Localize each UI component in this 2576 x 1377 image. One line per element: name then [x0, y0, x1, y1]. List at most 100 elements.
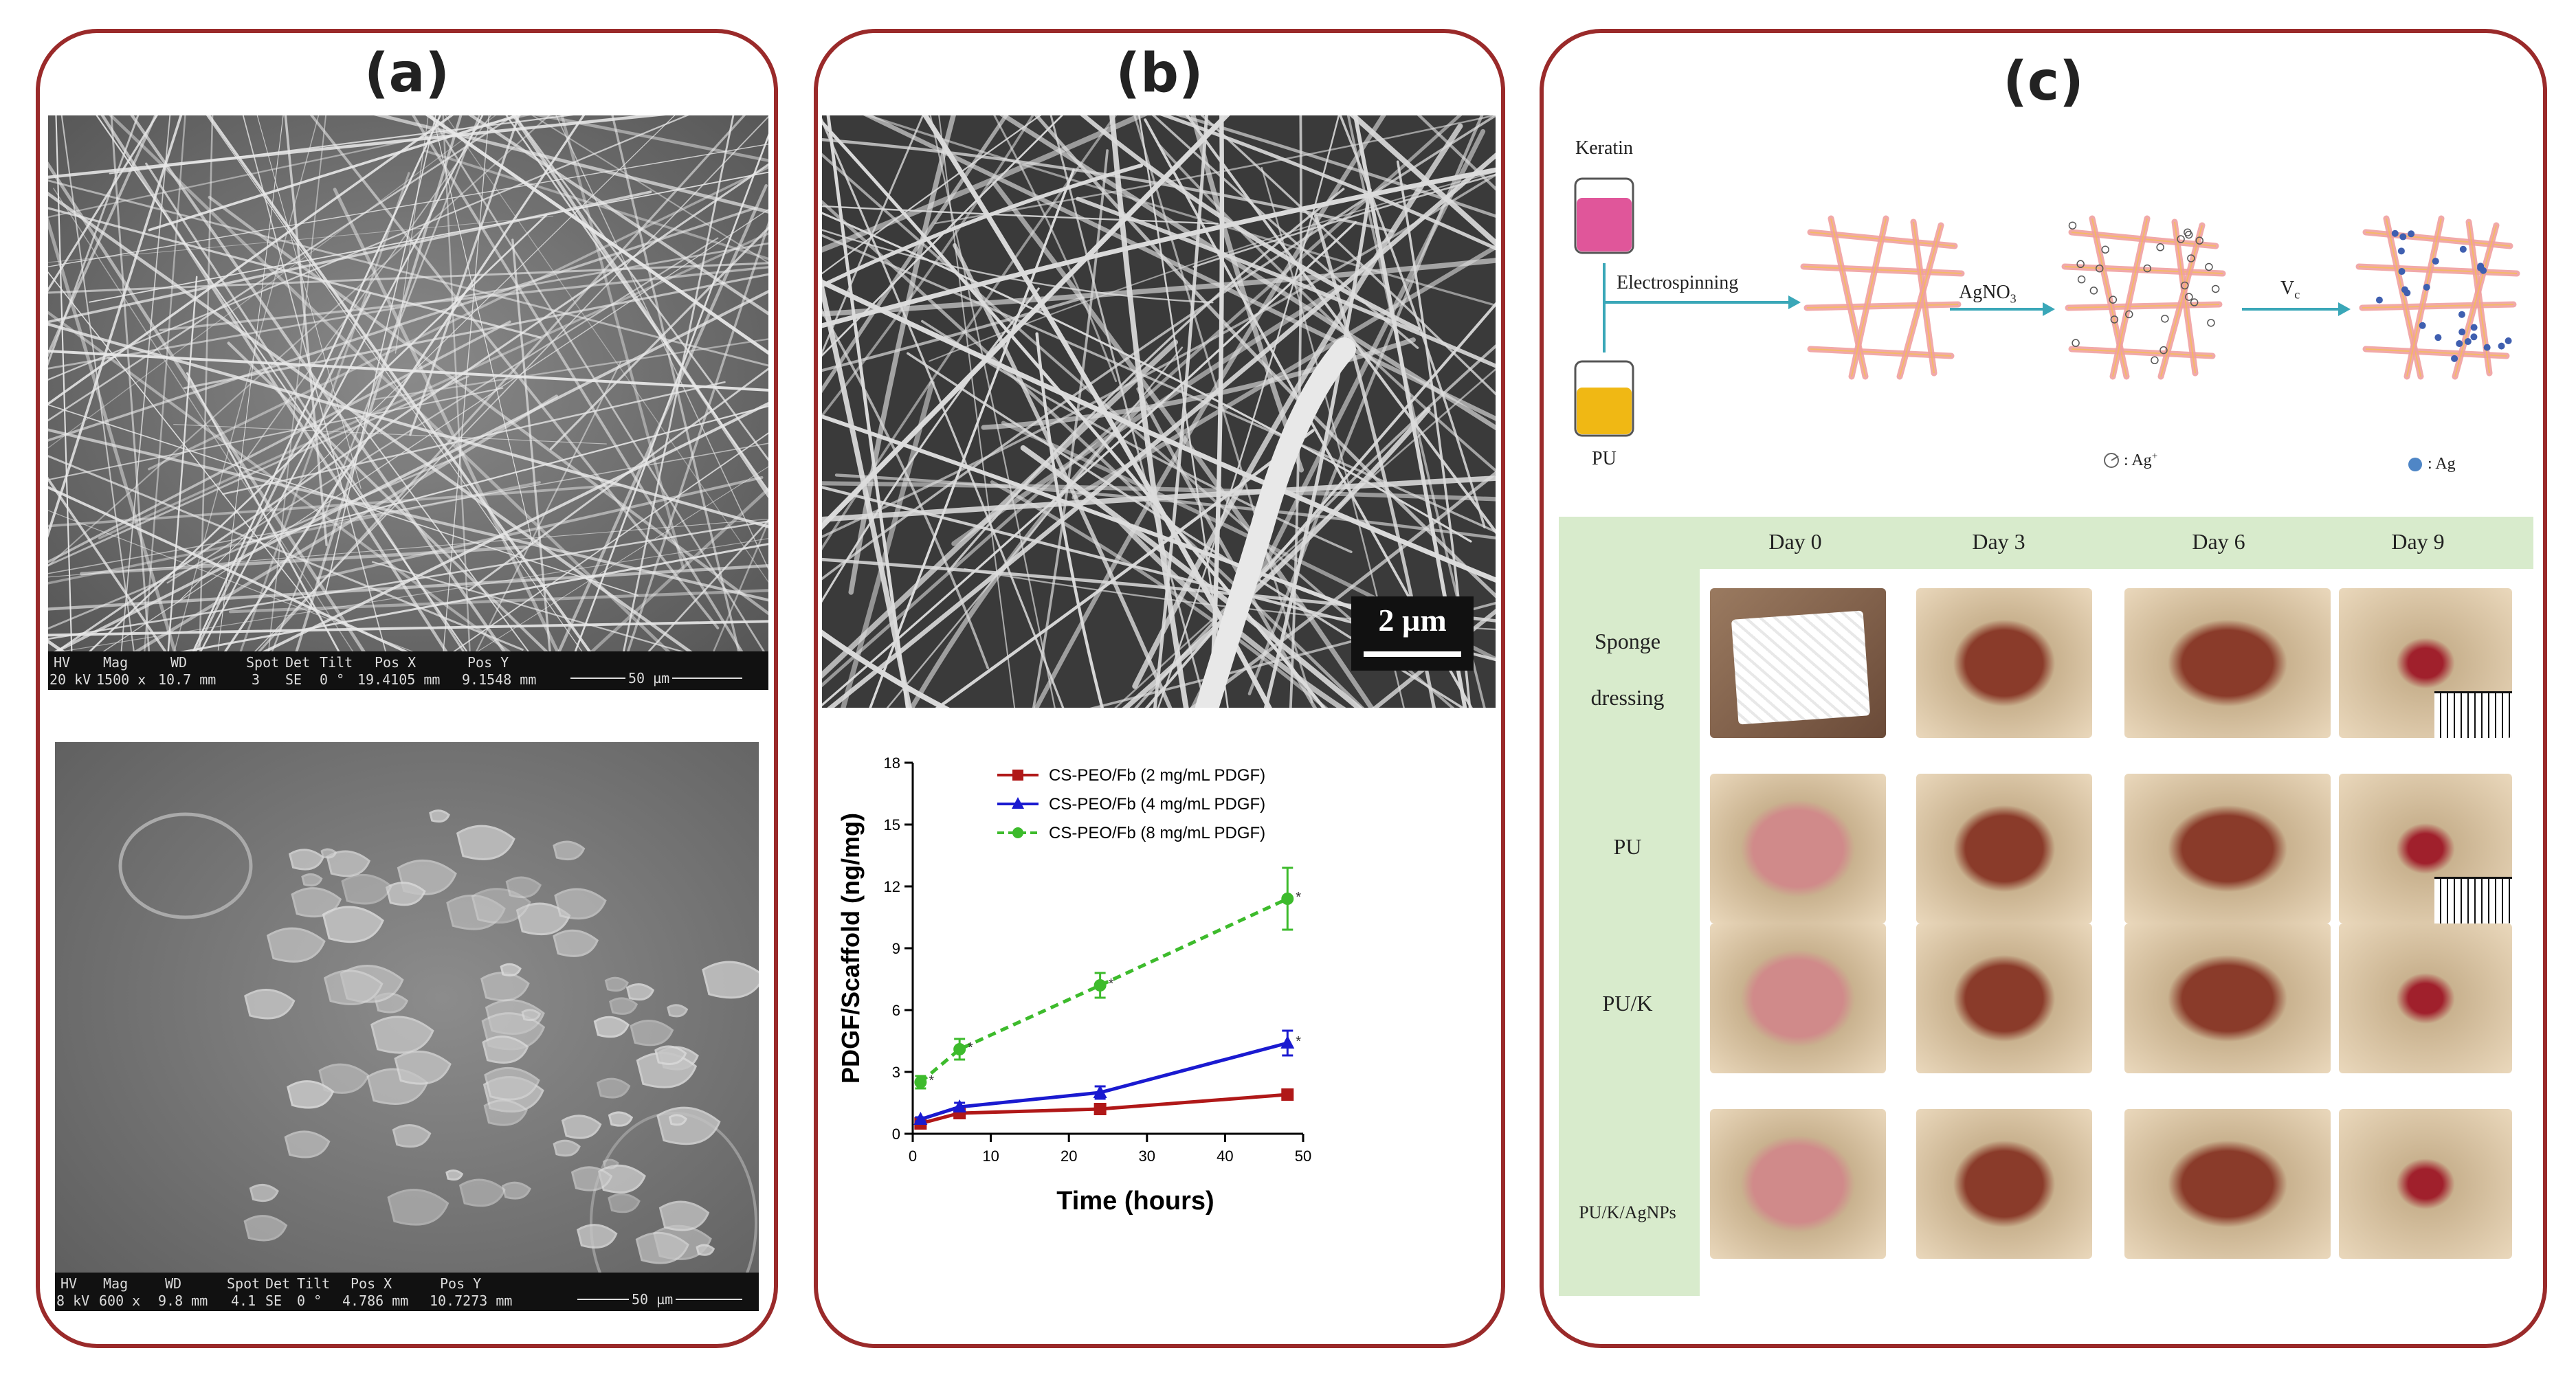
databar-header-det: Det	[285, 654, 311, 671]
significance-star: *	[1296, 1034, 1301, 1049]
fabrication-scheme: Keratin PU Electrospinning AgNO3 Vc : Ag…	[1548, 122, 2538, 486]
row-label-pu: PU	[1613, 834, 1642, 859]
databar-value-spot: 3	[252, 671, 260, 688]
day-header-0: Day 0	[1768, 529, 1822, 554]
wound-photo-sponge-day3	[1916, 588, 2092, 738]
fiber-network-texture	[48, 115, 768, 690]
databar-header-hv: HV	[54, 654, 71, 671]
databar-value-posx: 19.4105 mm	[357, 671, 441, 688]
scale-bar-box: 2 µm	[1351, 596, 1474, 671]
databar-value-wd: 9.8 mm	[158, 1292, 208, 1309]
y-axis-label: PDGF/Scaffold (ng/mg)	[836, 813, 865, 1084]
databar-header-wd: WD	[165, 1275, 182, 1292]
databar-value-mag: 600 x	[99, 1292, 141, 1309]
y-tick-label: 18	[884, 754, 900, 772]
databar-header-posy: Pos Y	[467, 654, 509, 671]
databar-value-tilt: 0 °	[297, 1292, 322, 1309]
ag-ion-legend-text: : Ag	[2124, 451, 2152, 469]
databar-value-posx: 4.786 mm	[342, 1292, 409, 1309]
databar-value-tilt: 0 °	[320, 671, 345, 688]
databar-header-det: Det	[265, 1275, 291, 1292]
chart-legend: CS-PEO/Fb (2 mg/mL PDGF) CS-PEO/Fb (4 mg/…	[997, 766, 1265, 842]
series-3	[914, 866, 1294, 1090]
series-line	[920, 1041, 1288, 1121]
data-point	[1093, 1085, 1107, 1098]
databar-value-posy: 9.1548 mm	[462, 671, 537, 688]
fabrication-scheme-svg	[1574, 177, 2520, 471]
ruler-icon	[2434, 876, 2512, 923]
wound-photo-pu-k-day3	[1916, 923, 2092, 1073]
wound-photo-pu-k-agnps-day9	[2339, 1109, 2512, 1259]
y-tick-label: 12	[884, 878, 900, 895]
agno3-sub: 3	[2010, 291, 2017, 306]
x-tick-label: 30	[1139, 1148, 1155, 1165]
databar-value-hv: 20 kV	[49, 671, 91, 688]
data-point	[1281, 1088, 1294, 1101]
pu-label: PU	[1592, 448, 1617, 469]
databar-header-posx: Pos X	[375, 654, 417, 671]
databar-header-posy: Pos Y	[440, 1275, 482, 1292]
data-point	[1280, 1035, 1295, 1049]
databar-value-spot: 4.1	[231, 1292, 256, 1309]
wound-photo-pu-day3	[1916, 774, 2092, 923]
chart-axes: 0 3 6 9 12 15 18 0 10 20 30 40 50	[884, 754, 1312, 1165]
data-point	[1281, 893, 1294, 905]
row-label-sponge: Sponge dressing	[1559, 613, 1696, 726]
wound-photo-pu-k-day0	[1710, 923, 1886, 1073]
x-tick-label: 10	[982, 1148, 999, 1165]
row-label-sponge-line1: Sponge	[1595, 629, 1661, 653]
wound-photo-pu-day6	[2124, 774, 2331, 923]
cell-surface-texture	[55, 742, 759, 1311]
day-header-6: Day 6	[2192, 529, 2245, 554]
wound-photo-pu-day9	[2339, 774, 2512, 923]
vc-label: Vc	[2280, 278, 2300, 302]
ag-np-legend-label: : Ag	[2428, 455, 2456, 473]
ag-ion-legend-icon	[2104, 453, 2119, 468]
databar-value-det: SE	[285, 671, 302, 688]
databar-header-mag: Mag	[103, 654, 129, 671]
vc-main: V	[2280, 278, 2295, 299]
sem-image-fibers: HV Mag WD Spot Det Tilt Pos X Pos Y 20 k…	[48, 115, 768, 690]
ag-ion-legend-sup: +	[2151, 451, 2158, 462]
x-axis-label: Time (hours)	[1056, 1187, 1214, 1216]
pu-beaker-icon	[1574, 360, 1634, 437]
databar-header-hv: HV	[60, 1275, 78, 1292]
legend-label: CS-PEO/Fb (4 mg/mL PDGF)	[1049, 795, 1265, 814]
y-tick-label: 0	[892, 1126, 900, 1143]
panel-b-label: (b)	[1115, 43, 1203, 104]
series-line	[919, 897, 1289, 1084]
sem-image-nanofibers: 2 µm	[822, 115, 1496, 708]
wound-photo-pu-k-agnps-day0	[1710, 1109, 1886, 1259]
y-tick-label: 9	[892, 940, 900, 957]
legend-marker	[1012, 827, 1023, 838]
panel-c-label: (c)	[2003, 51, 2084, 113]
series-2	[913, 1029, 1295, 1125]
legend-label: CS-PEO/Fb (8 mg/mL PDGF)	[1049, 824, 1265, 842]
wound-photo-sponge-day0	[1710, 588, 1886, 738]
release-chart: 0 3 6 9 12 15 18 0 10 20 30 40 50 Time (hours) PDGF/Sc…	[822, 742, 1496, 1223]
databar-header-posx: Pos X	[351, 1275, 392, 1292]
wound-photo-pu-k-day9	[2339, 923, 2512, 1073]
data-point	[953, 1099, 967, 1112]
data-point	[1093, 1103, 1107, 1115]
row-label-pu-k: PU/K	[1602, 991, 1653, 1016]
wound-photo-pu-k-agnps-day3	[1916, 1109, 2092, 1259]
legend-marker	[1012, 770, 1023, 781]
y-tick-label: 15	[884, 816, 900, 833]
data-point	[953, 1043, 966, 1055]
data-point	[914, 1076, 927, 1088]
day-header-3: Day 3	[1972, 529, 2025, 554]
databar-header-mag: Mag	[103, 1275, 129, 1292]
legend-marker	[1012, 797, 1024, 809]
ag-ion-legend-label: : Ag+	[2124, 451, 2157, 470]
vc-sub: c	[2294, 287, 2300, 302]
x-tick-label: 20	[1061, 1148, 1077, 1165]
databar-value-det: SE	[265, 1292, 282, 1309]
x-tick-label: 0	[909, 1148, 917, 1165]
databar-header-tilt: Tilt	[320, 654, 353, 671]
data-point	[1093, 979, 1107, 992]
scale-bar-label: 50 µm	[625, 670, 673, 686]
day-header-9: Day 9	[2391, 529, 2445, 554]
x-tick-label: 40	[1217, 1148, 1233, 1165]
agno3-main: AgNO	[1959, 282, 2010, 303]
